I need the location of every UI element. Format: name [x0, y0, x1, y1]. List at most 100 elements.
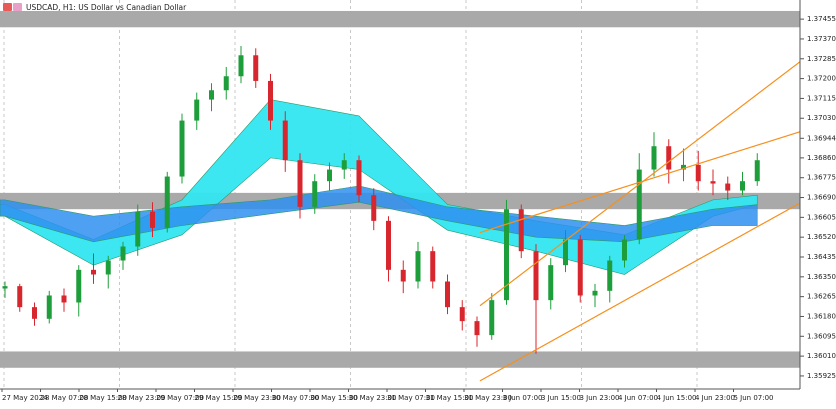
x-tick-label: 28 May 23:00: [118, 394, 166, 402]
candle-body: [312, 181, 318, 207]
candle-body: [400, 269, 406, 282]
candle-body: [740, 181, 745, 191]
candle-body: [46, 295, 52, 319]
candle-body: [548, 265, 554, 301]
x-tick-label: 28 May 07:00: [41, 394, 89, 402]
candle-body: [341, 160, 347, 170]
candle-body: [504, 209, 509, 301]
symbol-icon: [3, 3, 12, 11]
candle-body: [386, 220, 391, 270]
y-tick-label: 1.36265: [807, 293, 836, 301]
x-tick-label: 3 Jun 15:00: [541, 394, 581, 402]
x-tick-label: 29 May 07:00: [156, 394, 204, 402]
candle-body: [282, 120, 288, 161]
candle-body: [445, 281, 450, 308]
x-tick-label: 28 May 15:00: [79, 394, 127, 402]
candle-body: [371, 195, 377, 221]
symbol-icon: [13, 3, 22, 11]
candle-body: [725, 183, 731, 191]
y-tick-label: 1.35925: [807, 372, 836, 380]
candle-body: [253, 55, 259, 81]
y-tick-label: 1.36435: [807, 253, 836, 261]
candle-body: [91, 269, 96, 275]
x-tick-label: 30 May 15:00: [310, 394, 358, 402]
x-tick-label: 31 May 23:00: [464, 394, 512, 402]
x-tick-label: 29 May 15:00: [195, 394, 243, 402]
x-tick-label: 5 Jun 07:00: [734, 394, 774, 402]
candle-body: [430, 251, 436, 282]
candle-body: [681, 164, 686, 170]
y-tick-label: 1.36520: [807, 233, 836, 241]
x-tick-label: 27 May 2024: [2, 394, 48, 402]
candle-body: [61, 295, 67, 303]
x-tick-label: 30 May 07:00: [272, 394, 320, 402]
price-zone: [0, 351, 800, 368]
candle-body: [695, 164, 701, 182]
candle-body: [2, 286, 8, 289]
candle-body: [651, 146, 657, 170]
y-tick-label: 1.36690: [807, 194, 836, 202]
x-tick-label: 31 May 15:00: [426, 394, 474, 402]
candle-body: [563, 239, 568, 266]
y-tick-label: 1.37030: [807, 114, 836, 122]
candle-body: [327, 169, 332, 182]
chart-title: USDCAD, H1: US Dollar vs Canadian Dollar: [26, 3, 187, 12]
candle-body: [622, 239, 627, 261]
y-tick-label: 1.37285: [807, 55, 836, 63]
y-tick-label: 1.36010: [807, 352, 836, 360]
candle-body: [223, 76, 229, 91]
candle-body: [415, 251, 421, 282]
candle-body: [754, 160, 760, 182]
candle-body: [120, 246, 126, 261]
candle-body: [32, 307, 37, 319]
x-tick-label: 4 Jun 07:00: [618, 394, 658, 402]
candle-body: [194, 99, 200, 121]
x-tick-label: 31 May 07:00: [387, 394, 435, 402]
x-tick-label: 3 Jun 23:00: [580, 394, 620, 402]
candle-body: [179, 120, 185, 177]
trendline: [479, 202, 800, 382]
price-zone: [0, 10, 800, 28]
x-tick-label: 3 Jun 07:00: [503, 394, 543, 402]
x-tick-label: 30 May 23:00: [349, 394, 397, 402]
candle-body: [666, 146, 672, 170]
candle-body: [710, 181, 716, 184]
x-tick-label: 4 Jun 15:00: [657, 394, 697, 402]
candle-body: [135, 211, 141, 247]
y-tick-label: 1.36775: [807, 174, 836, 182]
y-tick-label: 1.37455: [807, 15, 836, 23]
candle-body: [607, 260, 613, 291]
candle-body: [164, 176, 170, 228]
y-tick-label: 1.36350: [807, 273, 836, 281]
y-tick-label: 1.36180: [807, 312, 836, 320]
candle-body: [489, 300, 495, 336]
y-tick-label: 1.37200: [807, 75, 836, 83]
candle-body: [268, 80, 273, 121]
y-tick-label: 1.37370: [807, 35, 836, 43]
candle-body: [297, 160, 303, 207]
y-tick-label: 1.36095: [807, 332, 836, 340]
y-tick-label: 1.36605: [807, 213, 836, 221]
plot-area: [0, 0, 800, 389]
candle-body: [356, 160, 362, 196]
candle-body: [238, 55, 244, 77]
candle-body: [17, 286, 23, 308]
candle-body: [592, 290, 598, 296]
x-tick-label: 29 May 23:00: [233, 394, 281, 402]
candle-body: [105, 260, 111, 275]
candle-body: [518, 209, 524, 252]
candle-body: [636, 169, 642, 240]
y-tick-label: 1.36944: [807, 134, 836, 142]
candle-body: [533, 251, 539, 301]
candle-body: [577, 239, 583, 296]
candle-body: [474, 321, 480, 336]
candle-body: [76, 269, 82, 303]
trendline: [479, 131, 800, 234]
candle-body: [209, 90, 214, 100]
candle-body: [150, 211, 155, 228]
y-tick-label: 1.37115: [807, 94, 836, 102]
y-tick-label: 1.36860: [807, 154, 836, 162]
x-tick-label: 4 Jun 23:00: [695, 394, 735, 402]
